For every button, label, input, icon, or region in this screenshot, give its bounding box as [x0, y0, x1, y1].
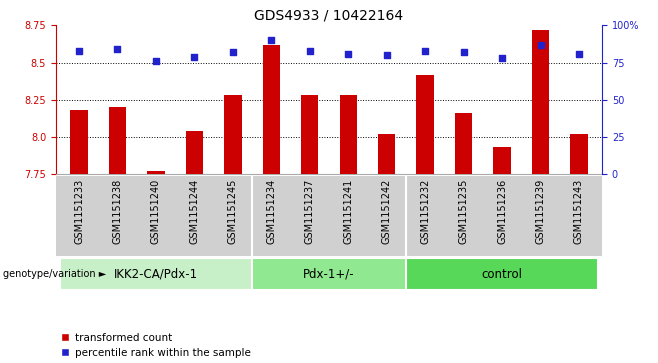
Point — [382, 52, 392, 58]
Bar — [301, 95, 318, 174]
Bar — [494, 147, 511, 174]
Text: GSM1151238: GSM1151238 — [113, 179, 122, 244]
Point — [266, 37, 276, 43]
Text: GSM1151245: GSM1151245 — [228, 179, 238, 244]
Point — [151, 58, 161, 64]
Bar — [70, 110, 88, 174]
Bar — [406, 258, 598, 290]
Bar — [109, 107, 126, 174]
Point — [420, 48, 430, 54]
Text: GSM1151242: GSM1151242 — [382, 179, 392, 244]
Point — [74, 48, 84, 54]
Text: control: control — [482, 268, 522, 281]
Text: GSM1151234: GSM1151234 — [266, 179, 276, 244]
Text: GSM1151232: GSM1151232 — [420, 179, 430, 244]
Text: GSM1151243: GSM1151243 — [574, 179, 584, 244]
Point — [113, 46, 123, 52]
Point — [343, 51, 353, 57]
Bar — [378, 134, 395, 174]
Text: GSM1151240: GSM1151240 — [151, 179, 161, 244]
Text: GSM1151236: GSM1151236 — [497, 179, 507, 244]
Text: GSM1151239: GSM1151239 — [536, 179, 545, 244]
Text: genotype/variation ►: genotype/variation ► — [3, 269, 107, 279]
Bar — [252, 258, 406, 290]
Bar — [263, 45, 280, 174]
Point — [497, 55, 507, 61]
Bar — [60, 258, 252, 290]
Text: GSM1151241: GSM1151241 — [343, 179, 353, 244]
Point — [228, 49, 238, 55]
Text: IKK2-CA/Pdx-1: IKK2-CA/Pdx-1 — [114, 268, 198, 281]
Text: GSM1151235: GSM1151235 — [459, 179, 468, 244]
Bar — [340, 95, 357, 174]
Title: GDS4933 / 10422164: GDS4933 / 10422164 — [255, 9, 403, 23]
Point — [574, 51, 584, 57]
Bar — [532, 30, 549, 174]
Bar — [570, 134, 588, 174]
Bar — [147, 171, 164, 174]
Legend: transformed count, percentile rank within the sample: transformed count, percentile rank withi… — [61, 333, 251, 358]
Bar — [224, 95, 241, 174]
Bar — [455, 113, 472, 174]
Point — [535, 42, 545, 48]
Point — [305, 48, 315, 54]
Text: Pdx-1+/-: Pdx-1+/- — [303, 268, 355, 281]
Text: GSM1151237: GSM1151237 — [305, 179, 315, 244]
Bar — [186, 131, 203, 174]
Bar — [417, 74, 434, 174]
Text: GSM1151244: GSM1151244 — [190, 179, 199, 244]
Text: GSM1151233: GSM1151233 — [74, 179, 84, 244]
Point — [459, 49, 469, 55]
Point — [189, 54, 199, 60]
